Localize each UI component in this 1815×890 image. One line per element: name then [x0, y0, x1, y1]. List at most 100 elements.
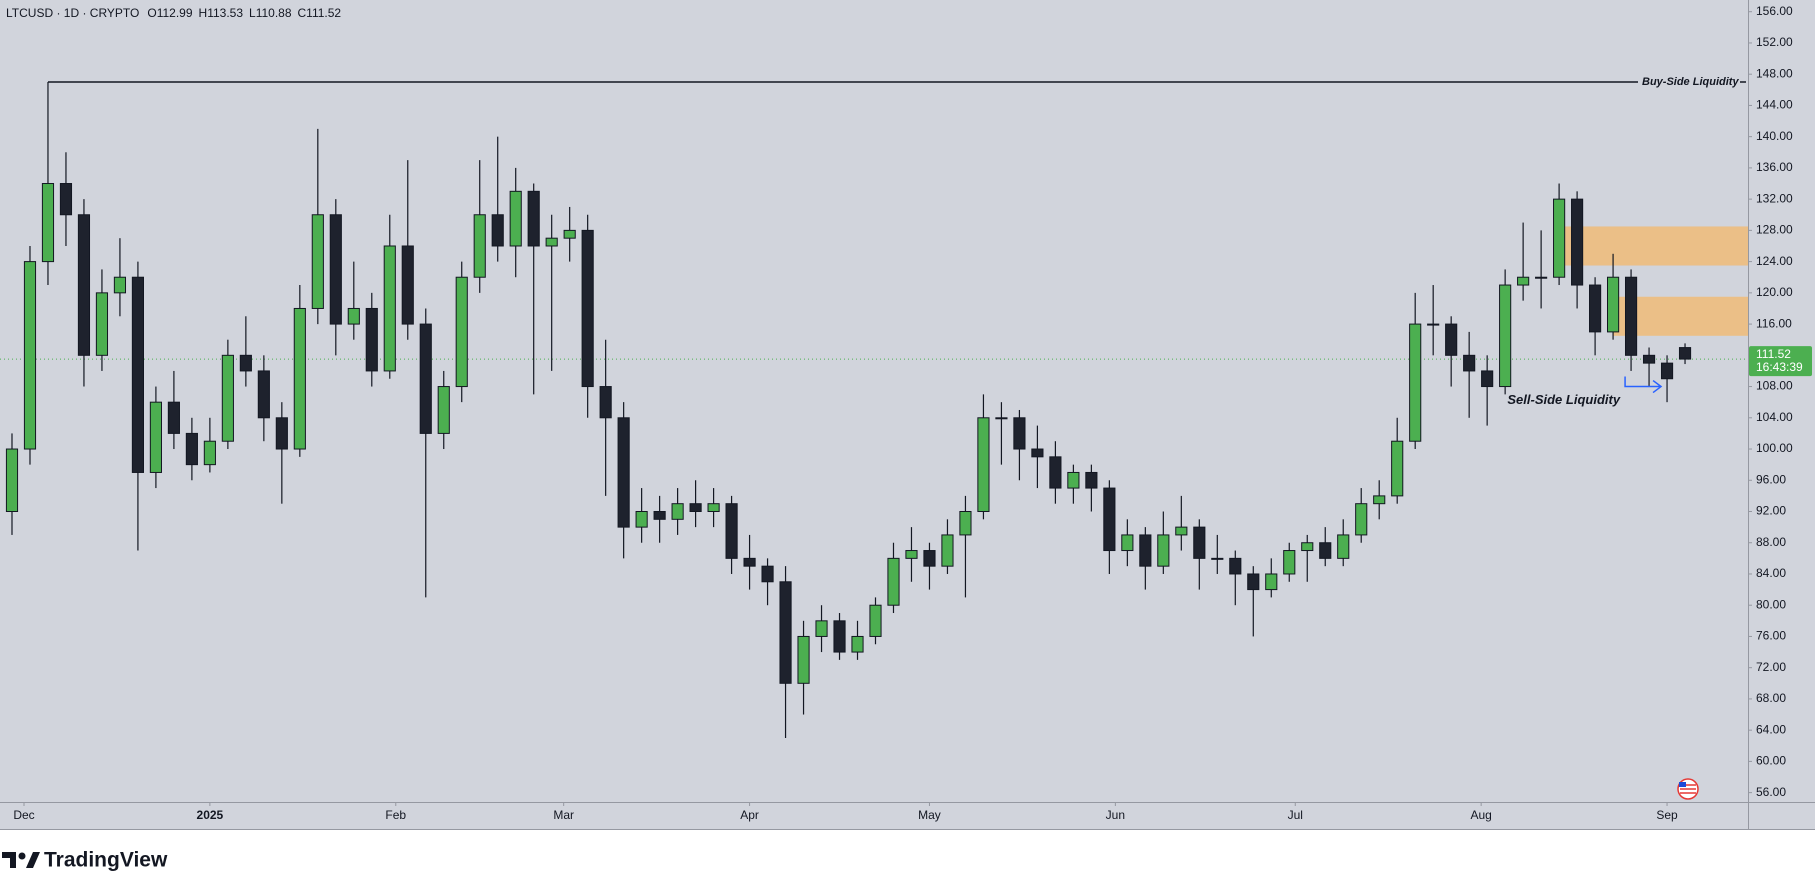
candle-body-down — [1678, 347, 1692, 360]
ohlc-value: 113.53 — [207, 6, 243, 20]
candle-body-up — [1301, 542, 1314, 552]
y-tick-label: 80.00 — [1756, 597, 1786, 611]
y-tick-label: 96.00 — [1756, 472, 1786, 486]
candle-body-up — [851, 635, 864, 653]
candle-body-down — [257, 370, 270, 419]
liquidity-zone — [1559, 226, 1748, 266]
candle-body-up — [293, 307, 306, 450]
candle-body-up — [1265, 573, 1278, 591]
sell-side-arrow — [1624, 376, 1663, 394]
y-tick-label: 132.00 — [1756, 191, 1793, 205]
y-tick-label: 68.00 — [1756, 691, 1786, 705]
candle-body-down — [239, 354, 252, 372]
candle-body-up — [1553, 198, 1566, 278]
candle-body-down — [1049, 456, 1062, 489]
candle-body-down — [617, 417, 630, 528]
candle-body-up — [815, 620, 828, 637]
y-tick-label: 144.00 — [1756, 98, 1793, 112]
candle-body-up — [473, 214, 486, 278]
candle-body-up — [635, 510, 648, 528]
x-tick-label: 2025 — [197, 808, 224, 822]
candle-body-down — [1481, 370, 1494, 388]
price-tag — [1749, 346, 1812, 377]
candle-body-down — [275, 417, 288, 450]
y-tick-label: 152.00 — [1756, 35, 1793, 49]
ohlc-value: 112.99 — [157, 6, 193, 20]
brand-name: TradingView — [44, 849, 168, 872]
candle-body-down — [77, 214, 91, 356]
candle-body-down — [131, 276, 144, 473]
candle-body-down — [743, 557, 756, 567]
candle-body-up — [671, 503, 684, 520]
candle-body-down — [779, 581, 792, 684]
axes: 56.00 60.00 64.00 68.00 72.00 76.00 80.00 84.00… — [13, 4, 1812, 822]
candle-body-down — [1139, 534, 1152, 567]
candle-body-down — [1445, 323, 1458, 356]
candle-body-down — [1031, 448, 1044, 458]
candle-body-down — [1463, 354, 1476, 372]
candle-body-up — [1283, 550, 1296, 575]
candle-body-up — [959, 510, 972, 536]
price-tag-value: 111.52 — [1756, 347, 1791, 361]
candle-body-down — [725, 503, 738, 559]
candle-body-down — [689, 503, 702, 512]
price-tag-countdown: 16:43:39 — [1756, 360, 1803, 374]
candle-body-down — [923, 550, 936, 567]
candle-body-down — [599, 386, 612, 419]
y-tick-label: 64.00 — [1756, 722, 1786, 736]
brand-logo — [2, 852, 40, 868]
candle-body-down — [1642, 354, 1656, 364]
candle-body-up — [545, 237, 558, 247]
y-tick-label: 128.00 — [1756, 223, 1793, 237]
y-tick-label: 56.00 — [1756, 785, 1786, 799]
y-tick-label: 120.00 — [1756, 285, 1793, 299]
y-tick-label: 100.00 — [1756, 441, 1793, 455]
flag-icon — [1677, 778, 1699, 800]
candle-body-up — [509, 190, 522, 247]
y-tick-label: 156.00 — [1756, 4, 1793, 18]
candle-body-up — [437, 386, 450, 434]
candle-body-down — [1589, 284, 1602, 333]
ohlc-letter: C — [298, 6, 307, 20]
candle-body-down — [365, 307, 378, 372]
x-tick-label: Jul — [1288, 808, 1303, 822]
candle-body-down — [653, 510, 666, 520]
candle-body-up — [1517, 276, 1530, 286]
candle-body-up — [221, 354, 234, 442]
candle-body-down — [1319, 542, 1332, 559]
candle-body-down — [167, 401, 180, 434]
candle-body-up — [1391, 440, 1404, 497]
symbol: LTCUSD · 1D · CRYPTO — [6, 6, 139, 20]
candle-body-up — [1067, 471, 1080, 489]
x-tick-label: May — [918, 808, 941, 822]
footer-background — [0, 830, 1815, 890]
y-tick-label: 148.00 — [1756, 66, 1793, 80]
x-tick-label: Mar — [553, 808, 574, 822]
candle-body-down — [491, 214, 504, 247]
candle-body-up — [1535, 276, 1548, 279]
y-tick-label: 88.00 — [1756, 535, 1786, 549]
y-tick-label: 76.00 — [1756, 629, 1786, 643]
y-tick-label: 92.00 — [1756, 504, 1786, 518]
candle-body-up — [563, 229, 576, 239]
chart-background — [0, 0, 1815, 830]
candle-body-up — [455, 276, 468, 388]
y-tick-label: 140.00 — [1756, 129, 1793, 143]
candle-body-down — [1103, 487, 1116, 552]
candle-body-up — [995, 417, 1008, 420]
ohlc-letter: O — [147, 6, 156, 20]
candle-body-up — [203, 440, 216, 466]
y-tick-label: 116.00 — [1756, 316, 1792, 330]
candle-body-up — [95, 292, 109, 356]
candle-body-up — [1121, 534, 1134, 552]
candle-body-up — [1427, 323, 1440, 326]
ohlc-letter: L — [249, 6, 256, 20]
candle-body-up — [941, 534, 954, 567]
candle-body-down — [185, 432, 198, 466]
x-tick-label: Dec — [13, 808, 34, 822]
y-tick-label: 60.00 — [1756, 754, 1786, 768]
candle-body-down — [761, 565, 774, 583]
candle-body-down — [1571, 198, 1584, 286]
